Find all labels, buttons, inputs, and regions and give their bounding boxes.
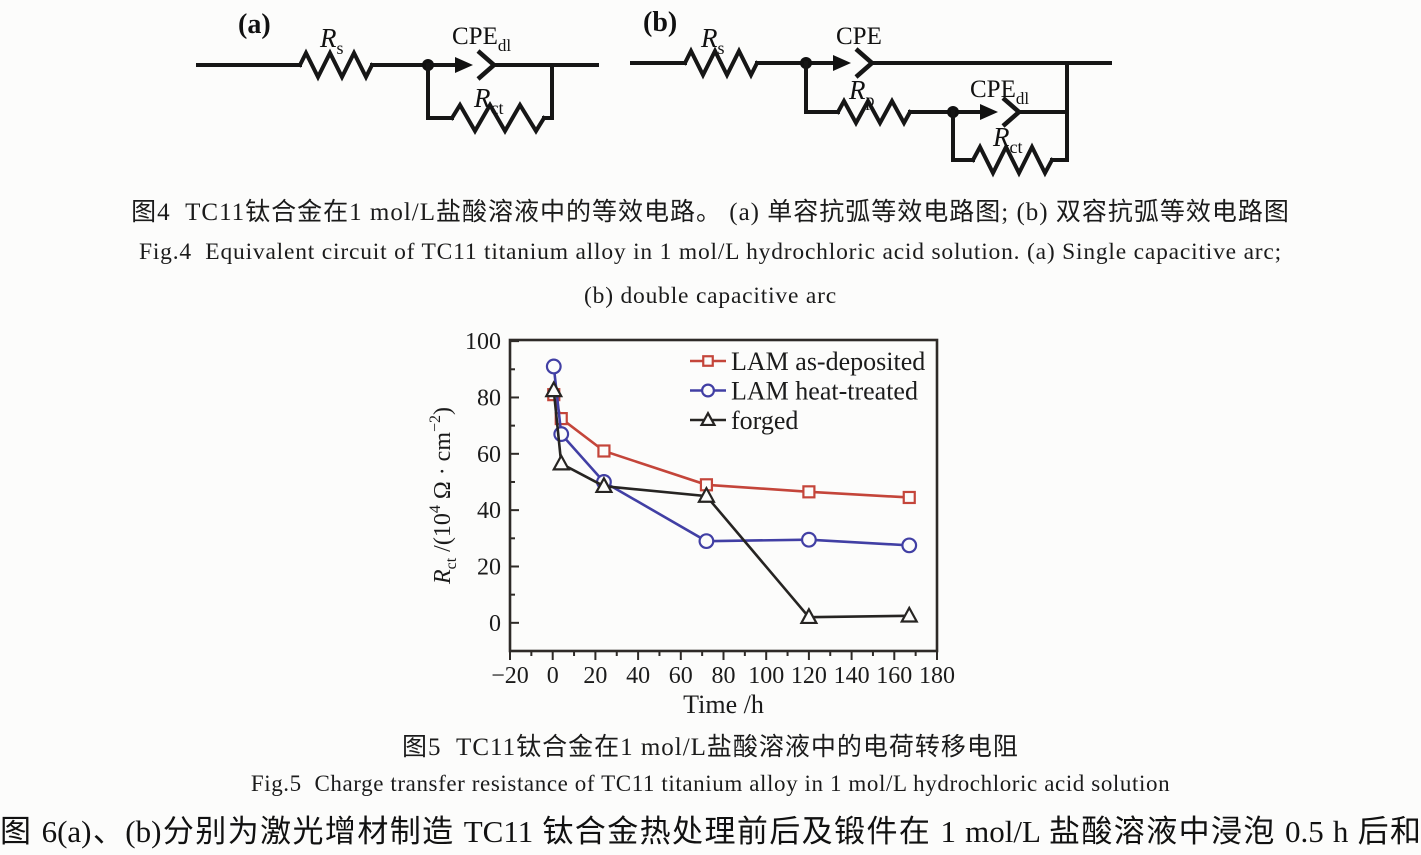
resistor-rp-b: [835, 96, 913, 128]
panel-a-label: (a): [238, 9, 271, 40]
x-tick-label: 0: [547, 663, 559, 689]
panel-b-label: (b): [643, 7, 677, 38]
body-paragraph: 图 6(a)、(b)分别为激光增材制造 TC11 钛合金热处理前后及锻件在 1 …: [0, 814, 1421, 849]
series-line: [552, 366, 910, 547]
x-tick-label: 100: [748, 663, 784, 689]
y-tick-label: 0: [489, 611, 501, 637]
x-tick-label: −20: [491, 663, 529, 689]
y-axis: 0 20 40 60 80 100 Rct /(104 Ω · cm−2): [427, 329, 519, 637]
y-tick-label: 20: [477, 554, 501, 580]
data-point-square: [597, 444, 611, 458]
series-line: [552, 390, 910, 619]
figure4-caption-en-line1: Fig.4 Equivalent circuit of TC11 titaniu…: [138, 239, 1282, 265]
circuit-b-branch2-down: [951, 110, 975, 162]
series-forged: [544, 380, 919, 625]
circuit-a-branch-down: [426, 63, 454, 120]
label-rct-a: Rct: [473, 83, 504, 118]
resistor-rs-a: [297, 48, 375, 82]
x-tick-label: 120: [791, 663, 827, 689]
x-tick-label: 140: [834, 663, 870, 689]
circuit-b-branch1-down: [804, 61, 840, 114]
y-tick-label: 80: [477, 385, 501, 411]
y-tick-label: 100: [465, 329, 501, 355]
figure4-circuit-diagrams: (a) Rs CPEdl Rct (b): [196, 7, 1112, 178]
x-tick-label: 160: [876, 663, 912, 689]
circuit-a-branch-up: [542, 63, 554, 120]
label-cpe-dl-a: CPEdl: [452, 23, 511, 55]
circuit-a: (a) Rs CPEdl Rct: [196, 9, 599, 136]
x-tick-label: 40: [626, 663, 650, 689]
figure4-caption-en-line2: (b) double capacitive arc: [584, 283, 837, 309]
data-point-triangle: [699, 410, 717, 427]
legend-item: LAM as-deposited: [690, 347, 925, 376]
x-tick-label: 60: [669, 663, 693, 689]
label-cpe-b: CPE: [836, 23, 882, 50]
data-point-triangle: [594, 475, 614, 494]
cpe-dl-arrow-b: [980, 104, 998, 120]
legend-item: LAM heat-treated: [690, 377, 918, 406]
legend-label: LAM heat-treated: [731, 377, 918, 406]
cpe-arrow-b: [833, 55, 851, 71]
data-point-triangle: [899, 605, 919, 623]
label-cpe-dl-b: CPEdl: [970, 76, 1029, 108]
data-point-triangle: [551, 453, 571, 471]
resistor-rct-b: [970, 142, 1055, 178]
data-point-square: [802, 485, 816, 499]
data-point-circle: [701, 383, 715, 398]
figure5-chart: −20 0 20 40 60 80 100 120 140 160 180 Time /h 0 20 40 6…: [427, 329, 955, 719]
cpe-symbol-a: [476, 49, 498, 81]
y-axis-title: Rct /(104 Ω · cm−2): [427, 407, 460, 585]
label-rct-b: Rct: [992, 122, 1023, 157]
x-tick-label: 20: [583, 663, 607, 689]
x-axis-title: Time /h: [683, 690, 764, 719]
label-rp-b: Rp: [848, 75, 875, 110]
legend-label: LAM as-deposited: [731, 347, 925, 376]
x-tick-label: 80: [712, 663, 736, 689]
legend-label: forged: [731, 406, 798, 435]
resistor-rct-a: [449, 100, 547, 136]
x-axis: −20 0 20 40 60 80 100 120 140 160 180 Time /h: [491, 651, 955, 719]
figure4-caption-zh: 图4 TC11钛合金在1 mol/L盐酸溶液中的等效电路。 (a) 单容抗弧等效…: [131, 199, 1290, 226]
label-rs-b: Rs: [700, 23, 725, 58]
figure5-caption-en: Fig.5 Charge transfer resistance of TC11…: [250, 771, 1171, 796]
resistor-rs-b: [682, 46, 760, 80]
label-rs-a: Rs: [319, 23, 344, 58]
data-point-triangle: [799, 606, 819, 625]
legend-item: forged: [690, 406, 798, 435]
data-point-circle: [800, 531, 817, 548]
data-point-triangle: [544, 380, 564, 398]
circuit-b: (b) Rs CPE Rp CPEdl Rct: [630, 7, 1112, 178]
y-tick-label: 60: [477, 442, 501, 468]
cpe-arrow-a: [455, 57, 473, 73]
data-point-triangle: [697, 485, 716, 503]
data-point-circle: [545, 358, 562, 375]
cpe-symbol-b: [854, 47, 876, 79]
y-tick-label: 40: [477, 498, 501, 524]
data-point-square: [702, 355, 714, 367]
figure5-caption-zh: 图5 TC11钛合金在1 mol/L盐酸溶液中的电荷转移电阻: [402, 734, 1019, 761]
data-point-circle: [901, 537, 918, 554]
data-point-square: [902, 490, 916, 505]
data-point-circle: [698, 533, 715, 550]
x-tick-label: 180: [919, 663, 955, 689]
